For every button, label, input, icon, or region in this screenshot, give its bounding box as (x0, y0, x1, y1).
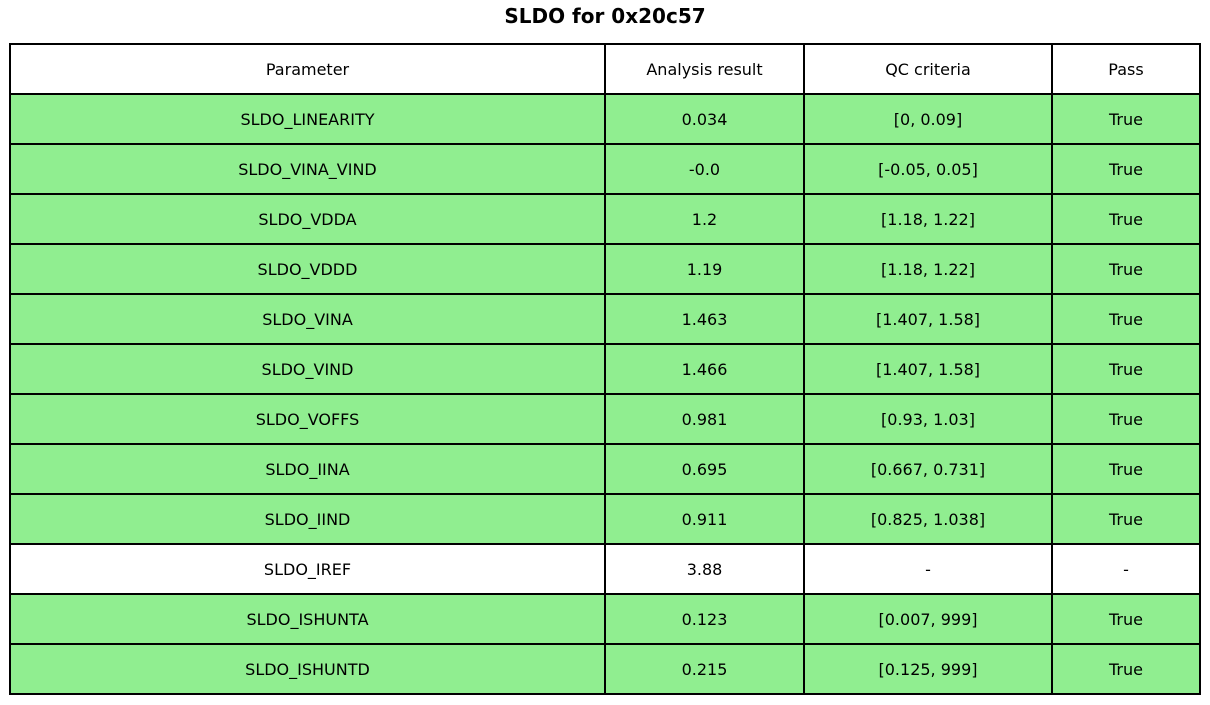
qc-criteria-cell: [0.007, 999] (803, 593, 1053, 645)
column-header-analysis-result: Analysis result (604, 43, 805, 95)
pass-cell: True (1051, 143, 1201, 195)
column-header-pass: Pass (1051, 43, 1201, 95)
analysis-result-cell: 1.463 (604, 293, 805, 345)
pass-cell: True (1051, 593, 1201, 645)
table-row: SLDO_VOFFS 0.981 [0.93, 1.03] True (9, 393, 1201, 445)
table-row: SLDO_VDDA 1.2 [1.18, 1.22] True (9, 193, 1201, 245)
analysis-result-cell: 0.123 (604, 593, 805, 645)
qc-criteria-cell: [1.407, 1.58] (803, 343, 1053, 395)
parameter-cell: SLDO_ISHUNTA (9, 593, 606, 645)
analysis-result-cell: 1.466 (604, 343, 805, 395)
pass-cell: True (1051, 243, 1201, 295)
analysis-result-cell: 3.88 (604, 543, 805, 595)
parameter-cell: SLDO_LINEARITY (9, 93, 606, 145)
pass-cell: True (1051, 493, 1201, 545)
column-header-parameter: Parameter (9, 43, 606, 95)
qc-criteria-cell: [0.93, 1.03] (803, 393, 1053, 445)
parameter-cell: SLDO_VIND (9, 343, 606, 395)
pass-cell: True (1051, 393, 1201, 445)
qc-criteria-cell: [0, 0.09] (803, 93, 1053, 145)
table-row: SLDO_ISHUNTA 0.123 [0.007, 999] True (9, 593, 1201, 645)
pass-cell: True (1051, 193, 1201, 245)
analysis-result-cell: 1.2 (604, 193, 805, 245)
qc-criteria-cell: [1.18, 1.22] (803, 193, 1053, 245)
parameter-cell: SLDO_ISHUNTD (9, 643, 606, 695)
table-body: SLDO_LINEARITY 0.034 [0, 0.09] True SLDO… (9, 93, 1201, 695)
pass-cell: True (1051, 93, 1201, 145)
table-row: SLDO_ISHUNTD 0.215 [0.125, 999] True (9, 643, 1201, 695)
qc-criteria-cell: [1.407, 1.58] (803, 293, 1053, 345)
analysis-result-cell: 0.034 (604, 93, 805, 145)
pass-cell: True (1051, 443, 1201, 495)
table-row: SLDO_VINA_VIND -0.0 [-0.05, 0.05] True (9, 143, 1201, 195)
table-row: SLDO_VIND 1.466 [1.407, 1.58] True (9, 343, 1201, 395)
analysis-result-cell: 1.19 (604, 243, 805, 295)
analysis-result-cell: 0.981 (604, 393, 805, 445)
qc-results-table: Parameter Analysis result QC criteria Pa… (9, 43, 1201, 695)
parameter-cell: SLDO_VDDA (9, 193, 606, 245)
table-row: SLDO_VDDD 1.19 [1.18, 1.22] True (9, 243, 1201, 295)
qc-criteria-cell: [0.667, 0.731] (803, 443, 1053, 495)
parameter-cell: SLDO_VINA (9, 293, 606, 345)
pass-cell: - (1051, 543, 1201, 595)
pass-cell: True (1051, 643, 1201, 695)
analysis-result-cell: 0.695 (604, 443, 805, 495)
column-header-qc-criteria: QC criteria (803, 43, 1053, 95)
pass-cell: True (1051, 293, 1201, 345)
parameter-cell: SLDO_IREF (9, 543, 606, 595)
analysis-result-cell: 0.215 (604, 643, 805, 695)
qc-criteria-cell: [1.18, 1.22] (803, 243, 1053, 295)
table-row: SLDO_IINA 0.695 [0.667, 0.731] True (9, 443, 1201, 495)
parameter-cell: SLDO_VOFFS (9, 393, 606, 445)
qc-criteria-cell: [-0.05, 0.05] (803, 143, 1053, 195)
header-row: Parameter Analysis result QC criteria Pa… (9, 43, 1201, 95)
pass-cell: True (1051, 343, 1201, 395)
table-row: SLDO_IIND 0.911 [0.825, 1.038] True (9, 493, 1201, 545)
table-row: SLDO_IREF 3.88 - - (9, 543, 1201, 595)
table-row: SLDO_LINEARITY 0.034 [0, 0.09] True (9, 93, 1201, 145)
qc-criteria-cell: [0.125, 999] (803, 643, 1053, 695)
parameter-cell: SLDO_IINA (9, 443, 606, 495)
table-row: SLDO_VINA 1.463 [1.407, 1.58] True (9, 293, 1201, 345)
table-header: Parameter Analysis result QC criteria Pa… (9, 43, 1201, 95)
qc-criteria-cell: [0.825, 1.038] (803, 493, 1053, 545)
parameter-cell: SLDO_IIND (9, 493, 606, 545)
chart-title: SLDO for 0x20c57 (504, 4, 706, 28)
analysis-result-cell: -0.0 (604, 143, 805, 195)
analysis-result-cell: 0.911 (604, 493, 805, 545)
qc-criteria-cell: - (803, 543, 1053, 595)
parameter-cell: SLDO_VDDD (9, 243, 606, 295)
parameter-cell: SLDO_VINA_VIND (9, 143, 606, 195)
